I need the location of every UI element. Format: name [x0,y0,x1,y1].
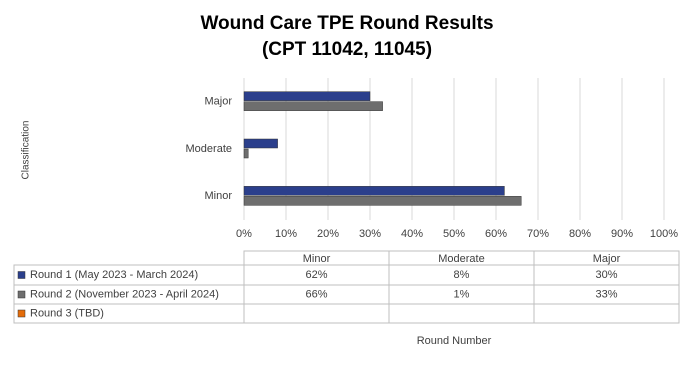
table-value: 8% [454,269,470,281]
x-tick-label: 50% [443,228,465,240]
y-tick-label: Moderate [186,143,232,155]
table-cell [388,303,535,324]
table-header: Major [593,253,621,265]
table-header: Minor [303,253,331,265]
x-tick-label: 0% [236,228,252,240]
x-tick-label: 80% [569,228,591,240]
legend-swatch [17,290,26,299]
legend-label: Round 2 (November 2023 - April 2024) [30,288,219,300]
y-tick-label: Major [204,96,232,108]
legend-swatch [17,271,26,279]
table-value: 33% [595,288,617,300]
bar [243,101,383,111]
legend-label: Round 1 (May 2023 - March 2024) [30,269,198,281]
bar [243,148,249,159]
chart-subtitle: (CPT 11042, 11045) [262,39,432,60]
table-cell [243,303,390,324]
legend-label: Round 3 (TBD) [30,307,104,319]
bar [243,138,278,149]
table-cell [533,303,680,324]
x-tick-label: 70% [527,228,549,240]
x-tick-label: 10% [275,228,297,240]
table-value: 62% [305,269,327,281]
table-value: 30% [595,269,617,281]
bar [243,196,522,206]
x-tick-label: 100% [650,228,678,240]
y-tick-label: Minor [204,190,232,202]
table-header: Moderate [438,253,484,265]
table-value: 1% [454,288,470,300]
x-tick-label: 30% [359,228,381,240]
x-axis-label: Round Number [417,335,492,347]
bar [243,186,505,196]
x-tick-label: 20% [317,228,339,240]
y-axis-label: Classification [21,121,32,180]
chart-title: Wound Care TPE Round Results [200,13,493,34]
x-tick-label: 40% [401,228,423,240]
bar [243,91,371,101]
x-tick-label: 90% [611,228,633,240]
legend-swatch [17,309,26,318]
table-value: 66% [305,288,327,300]
x-tick-label: 60% [485,228,507,240]
